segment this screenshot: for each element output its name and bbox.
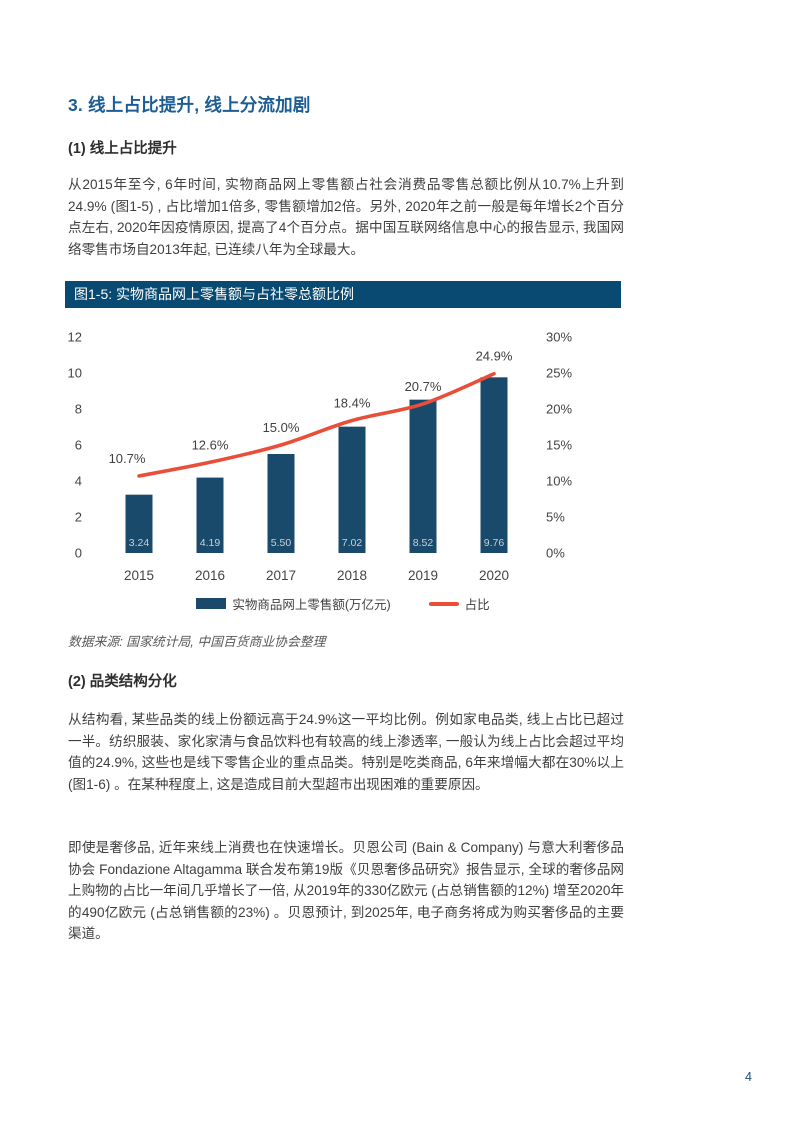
figure-title-bar: 图1-5: 实物商品网上零售额与占社零总额比例 [65, 281, 621, 308]
right-axis-tick: 10% [546, 474, 572, 489]
bar-value-label: 5.50 [271, 537, 292, 549]
bar-value-label: 7.02 [342, 537, 363, 549]
bar-value-label: 8.52 [413, 537, 434, 549]
data-source-note: 数据来源: 国家统计局, 中国百货商业协会整理 [68, 634, 326, 649]
line-point-label: 10.7% [109, 451, 146, 466]
bar-2020 [480, 377, 508, 553]
bar-value-label: 4.19 [200, 537, 221, 549]
bar-2016 [196, 477, 224, 553]
bar-2019 [409, 399, 437, 553]
legend-bar-label: 实物商品网上零售额(万亿元) [232, 598, 391, 612]
x-category-label: 2015 [124, 568, 154, 583]
paragraph-2: 从结构看, 某些品类的线上份额远高于24.9%这一平均比例。例如家电品类, 线上… [68, 712, 624, 792]
legend-line-label: 占比 [464, 598, 490, 612]
bar-2015 [125, 494, 153, 553]
paragraph-1: 从2015年至今, 6年时间, 实物商品网上零售额占社会消费品零售总额比例从10… [68, 177, 624, 257]
bar-2018 [338, 426, 366, 553]
line-point-label: 24.9% [476, 349, 513, 364]
left-axis-tick: 8 [75, 402, 82, 417]
left-axis-tick: 10 [68, 366, 82, 381]
x-category-label: 2018 [337, 568, 367, 583]
line-series-swatch-icon [428, 601, 459, 606]
page-number: 4 [745, 1070, 752, 1084]
right-axis-tick: 30% [546, 330, 572, 345]
bar-value-label: 9.76 [484, 537, 505, 549]
bar-value-label: 3.24 [129, 537, 150, 549]
legend-item-bar: 实物商品网上零售额(万亿元) [196, 594, 391, 613]
section-heading: 3. 线上占比提升, 线上分流加剧 [68, 95, 311, 115]
figure-1-5: 图1-5: 实物商品网上零售额与占社零总额比例 0 2 4 6 8 10 12 0% 5% 10%… [65, 281, 621, 613]
line-point-label: 15.0% [263, 420, 300, 435]
right-axis-tick: 0% [546, 546, 565, 561]
left-axis-tick: 4 [75, 474, 82, 489]
combo-chart: 0 2 4 6 8 10 12 0% 5% 10% 15% 20% 25% 30% 2015 2016 2017… [68, 330, 573, 584]
x-category-label: 2016 [195, 568, 225, 583]
left-axis-tick: 2 [75, 510, 82, 525]
right-axis-tick: 5% [546, 510, 565, 525]
subsection-1-heading: (1) 线上占比提升 [68, 141, 177, 157]
bar-2017 [267, 454, 295, 553]
right-axis-tick: 25% [546, 366, 572, 381]
line-point-label: 12.6% [192, 437, 229, 452]
left-axis-tick: 12 [68, 330, 82, 345]
left-axis-tick: 6 [75, 438, 82, 453]
ratio-line [137, 371, 496, 478]
bar-series-swatch-icon [196, 598, 227, 609]
right-axis-tick: 15% [546, 438, 572, 453]
chart-legend: 实物商品网上零售额(万亿元) 占比 [65, 594, 621, 613]
line-point-label: 20.7% [405, 379, 442, 394]
legend-item-line: 占比 [428, 594, 490, 613]
right-axis-tick: 20% [546, 402, 572, 417]
x-category-label: 2017 [266, 568, 296, 583]
paragraph-3: 即使是奢侈品, 近年来线上消费也在快速增长。贝恩公司 (Bain & Compa… [68, 840, 624, 942]
subsection-2-heading: (2) 品类结构分化 [68, 674, 177, 690]
x-category-label: 2020 [479, 568, 509, 583]
line-point-label: 18.4% [334, 396, 371, 411]
x-category-label: 2019 [408, 568, 438, 583]
left-axis-tick: 0 [75, 546, 82, 561]
